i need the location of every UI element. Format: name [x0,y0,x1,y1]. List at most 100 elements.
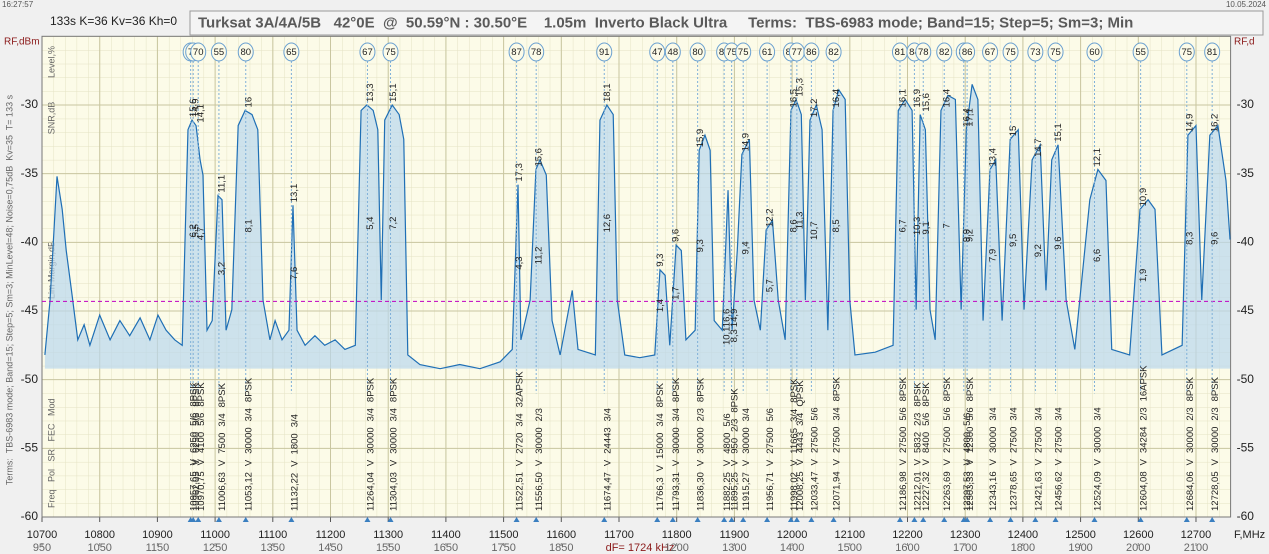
level-label: 55 [214,47,225,58]
transponder-params: 12227,32 V 8400 5/6 8PSK [921,382,932,511]
level-oval [596,42,613,62]
margin-label: 9,1 [921,221,932,234]
y2-tick-label: -40 [1237,234,1255,248]
level-label: 61 [762,47,773,58]
level-oval [283,42,300,62]
snr-label: 16,5 [788,89,799,108]
param-freq: 12378,65 [1008,471,1019,511]
snr-label: 16,2 [1210,114,1221,133]
level-label: 60 [1089,47,1100,58]
param-pol: V [809,458,820,465]
level-oval [825,42,842,62]
level-label: 86 [806,47,817,58]
level-label: 78 [531,47,542,58]
margin-label: 6,6 [1092,249,1103,262]
transponder-params: 12524,09 V 30000 3/4 [1092,407,1103,511]
param-fec: 2/3 [1210,407,1221,420]
freq-marker [941,517,948,522]
param-freq: 11556,50 [534,472,545,511]
param-mod: 8PSK [942,376,953,401]
param-sr: 30000 [1210,427,1221,453]
param-sr: 7500 [216,433,227,454]
margin-label: 10,7 [809,221,820,240]
param-sr: 6250 [188,432,199,453]
x-tick-label: 10900 [142,529,173,541]
level-oval [508,42,525,62]
param-mod: 8PSK [655,382,666,407]
x-tick-label: 11800 [662,529,692,541]
snr-label: 13,4 [988,148,999,167]
freq-marker [728,517,735,522]
level-oval [915,42,932,62]
trace-area [44,84,1231,369]
param-sr: 30000 [695,427,706,453]
param-fec: 5/6 [196,413,207,426]
param-freq: 12421,63 [1033,471,1044,511]
param-pol: V [921,458,932,465]
param-fec: 2/3 [1184,407,1195,420]
if-tick-label: 1450 [318,542,342,554]
freq-marker [808,517,815,522]
margin-label: 9,6 [1210,232,1221,245]
snr-label: 14,1 [196,104,207,123]
param-sr: 4100 [196,432,207,453]
time: 16:27:57 [2,0,34,9]
freq-marker [1032,517,1039,522]
level-axis-label: Level,% [46,46,56,78]
param-freq: 11836,30 [695,472,706,511]
param-fec: 5/6 [965,407,976,420]
snr-label: 17,2 [809,99,820,118]
margin-label: 10,3 [912,217,923,236]
snr-label: 15,3 [794,78,805,97]
freq-marker [1183,517,1190,522]
param-fec: 3/4 [216,413,227,426]
level-label: 81 [895,47,906,58]
snr-label: 11,1 [216,175,227,193]
snr-label: 15,1 [1053,123,1064,142]
y2-tick-label: -45 [1237,303,1255,317]
param-freq: 11895,25 [729,472,740,511]
param-pol: V [942,458,953,465]
param-freq: 12303,33 [965,471,976,511]
param-sr: 1800 [289,433,300,454]
snr-label: 15 [1008,126,1019,137]
level-oval [936,42,953,62]
level-label: 65 [286,47,297,58]
margin-label: 9,2 [965,229,976,242]
y2-axis-label: RF,d [1234,37,1255,48]
y-axis-label: RF,dBm [4,37,40,48]
freq-marker [694,517,701,522]
freq-marker [288,517,295,522]
x-tick-label: 11200 [316,529,346,541]
x-tick-label: 12600 [1123,529,1154,541]
transponder-params: 11766,3 V 15000 3/4 8PSK [655,382,666,511]
level-label: 48 [668,47,679,58]
param-mod: 8PSK [897,376,908,401]
param-freq: 10962,05 [191,471,202,511]
param-fec: 5/6 [897,407,908,420]
y-tick-label: -50 [21,372,39,386]
freq-marker [764,517,771,522]
freq-marker [387,517,394,522]
transponder-params: 11882,25 V 4800 5/6 [722,413,733,511]
transponder-params: 10962,05 V 6250 5/6 8PSK [191,382,202,511]
param-mod: 8PSK [365,377,376,402]
param-pol: V [1033,458,1044,465]
param-freq: 12343,16 [988,471,999,511]
margin-label: 9,2 [1033,244,1044,257]
title-clip: Turksat 3A/4A/5B 42°0E @ 50.59°N : 30.50… [198,14,1133,31]
param-sr: 4800 [961,432,972,453]
freq-marker [1091,517,1098,522]
param-sr: 30000 [243,427,254,453]
transponder-params: 11264,04 V 30000 3/4 8PSK [365,377,376,511]
param-freq: 11053,12 [243,472,254,511]
param-mod: 8PSK [388,377,399,402]
param-mod: 8PSK [216,382,227,407]
freq-marker [787,517,794,522]
margin-label: 7,9 [988,249,999,262]
transponder-params: 12263,69 V 27500 5/6 8PSK [942,376,953,511]
param-sr: 30000 [741,427,752,453]
freq-marker [215,517,222,522]
param-freq: 11674,47 [602,472,613,511]
param-freq: 11766,3 [655,477,666,511]
